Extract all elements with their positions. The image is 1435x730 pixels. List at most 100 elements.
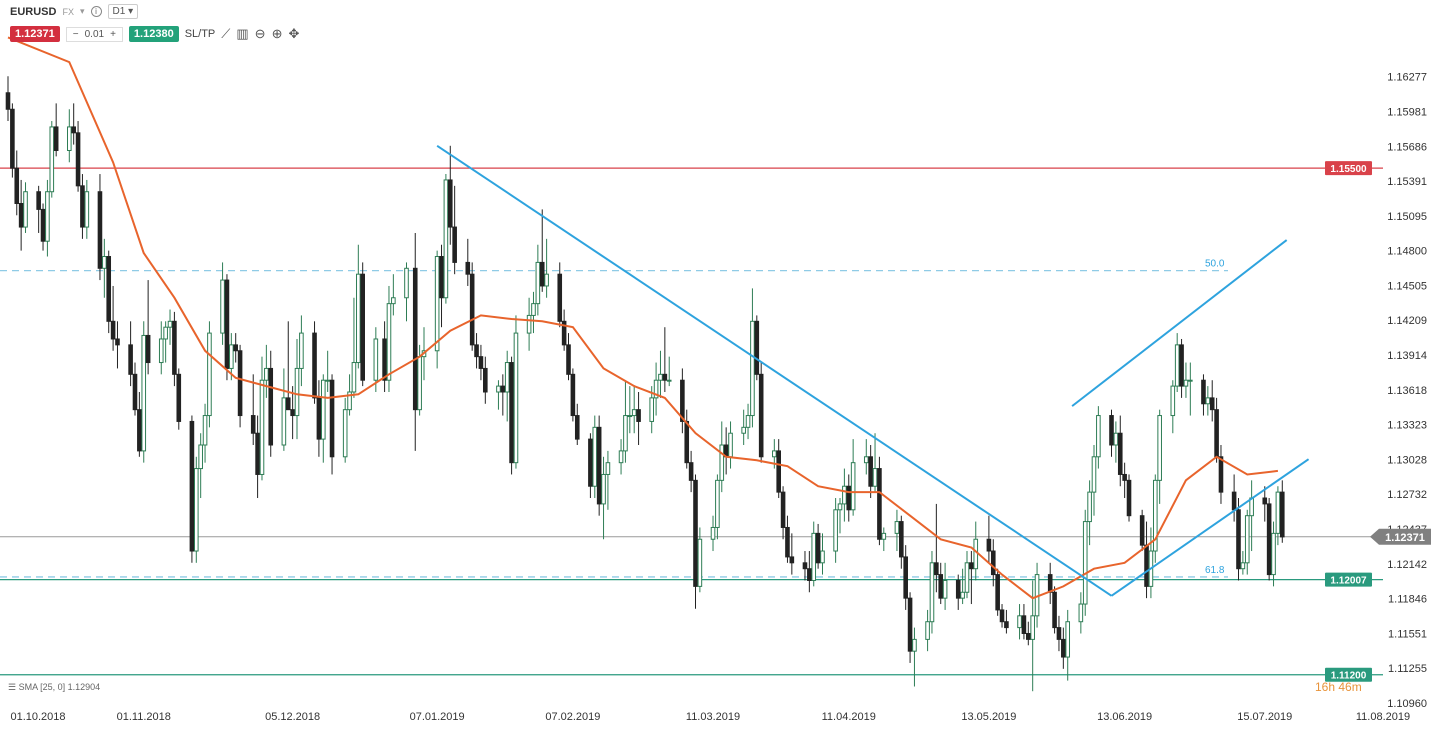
candle-body [347, 391, 352, 411]
candle [10, 103, 15, 178]
buy-button[interactable]: 1.12380 [128, 26, 179, 42]
candle [789, 533, 795, 575]
candle-body [780, 491, 786, 528]
candle [741, 409, 746, 446]
quantity-stepper[interactable]: − 0.01 + [65, 26, 123, 42]
zoom-in-icon[interactable]: ⊕ [271, 26, 283, 41]
y-tick-label: 1.15095 [1387, 211, 1427, 223]
trendline [436, 144, 1113, 597]
candle-body [526, 314, 532, 334]
zoom-out-icon[interactable]: ⊖ [254, 26, 266, 41]
candle [776, 439, 782, 499]
candle-body [758, 373, 764, 458]
x-tick-label: 13.06.2019 [1097, 711, 1152, 723]
candles-icon[interactable]: ▥ [236, 26, 249, 41]
trade-bar: 1.12371 − 0.01 + 1.12380 SL/TP ⟋ ▥ ⊖ ⊕ ✥ [10, 26, 299, 42]
legend-icon: ☰ [8, 682, 17, 692]
symbol-name[interactable]: EURUSD [10, 5, 57, 18]
candle-body [299, 332, 304, 369]
candle-body [45, 191, 50, 242]
candle [474, 333, 479, 369]
candle-body [684, 420, 690, 464]
qty-minus-button[interactable]: − [72, 28, 79, 40]
candle [202, 403, 208, 463]
candle [837, 498, 843, 534]
line-chart-icon[interactable]: ⟋ [221, 26, 231, 41]
candle-body [1017, 615, 1022, 629]
candle [1279, 480, 1285, 543]
candle-body [75, 132, 81, 187]
y-tick-label: 1.13028 [1387, 454, 1427, 466]
candle [688, 450, 694, 493]
info-icon[interactable]: i [90, 6, 102, 17]
candle [601, 456, 606, 540]
candle [145, 280, 151, 375]
dropdown-icon[interactable]: ▾ [79, 6, 85, 16]
candle [250, 374, 256, 446]
candle-body [623, 415, 628, 452]
move-icon[interactable]: ✥ [288, 26, 300, 41]
candle-body [1275, 491, 1281, 534]
candle-body [285, 397, 291, 411]
candle [115, 321, 120, 369]
candle-body [106, 256, 112, 322]
qty-value[interactable]: 0.01 [84, 28, 105, 40]
candle-body [592, 426, 598, 487]
x-tick-label: 11.03.2019 [686, 711, 740, 723]
candle [758, 362, 764, 463]
candle-body [141, 334, 147, 452]
candle-body [40, 208, 46, 242]
candle-body [1244, 515, 1250, 564]
candle [132, 362, 138, 416]
candle-body [912, 638, 917, 652]
candle [478, 344, 484, 381]
candle-body [868, 456, 873, 487]
candle [382, 321, 387, 392]
candle [964, 551, 970, 599]
candle [526, 297, 532, 351]
candle [557, 262, 563, 328]
candle-body [925, 621, 930, 640]
candle [1271, 521, 1276, 587]
candle-body [325, 379, 330, 382]
candle-body [815, 532, 821, 564]
candle-body [929, 562, 935, 623]
qty-plus-button[interactable]: + [110, 28, 116, 40]
candle [167, 309, 173, 345]
sell-button[interactable]: 1.12371 [10, 26, 60, 42]
y-tick-label: 1.11255 [1388, 663, 1427, 675]
candle [53, 103, 59, 157]
candle [969, 551, 974, 605]
candle [925, 609, 930, 652]
candle [110, 285, 116, 351]
candle [268, 350, 274, 457]
candle-body [1157, 415, 1162, 481]
candle [544, 238, 549, 298]
candle [868, 445, 873, 499]
candle-body [281, 397, 287, 446]
candle [469, 262, 475, 351]
candle-body [207, 332, 212, 417]
level-price-tag: 1.12007 [1330, 576, 1367, 587]
sltp-button[interactable]: SL/TP [184, 28, 216, 40]
candle [255, 415, 260, 499]
candle [745, 403, 751, 440]
candle [1078, 592, 1084, 634]
candle-body [14, 167, 20, 205]
candle-body [807, 568, 812, 581]
candle-body [754, 320, 760, 375]
candle [662, 327, 668, 392]
candle [618, 439, 624, 475]
x-tick-label: 11.04.2019 [822, 711, 876, 723]
level-price-tag: 1.11200 [1331, 671, 1367, 682]
candle-body [294, 367, 300, 417]
candle [894, 509, 900, 552]
candle [566, 333, 571, 381]
timeframe-select[interactable]: D1 ▾ [107, 4, 139, 19]
candle [588, 433, 593, 499]
candle-body [986, 538, 992, 552]
candle [623, 380, 628, 463]
candle-body [434, 256, 440, 352]
candle [229, 333, 234, 381]
